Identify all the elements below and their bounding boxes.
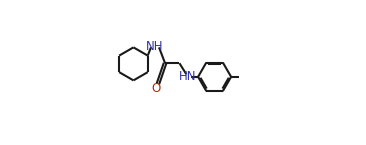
Text: HN: HN bbox=[179, 70, 197, 83]
Text: O: O bbox=[152, 82, 161, 95]
Text: NH: NH bbox=[146, 40, 164, 53]
